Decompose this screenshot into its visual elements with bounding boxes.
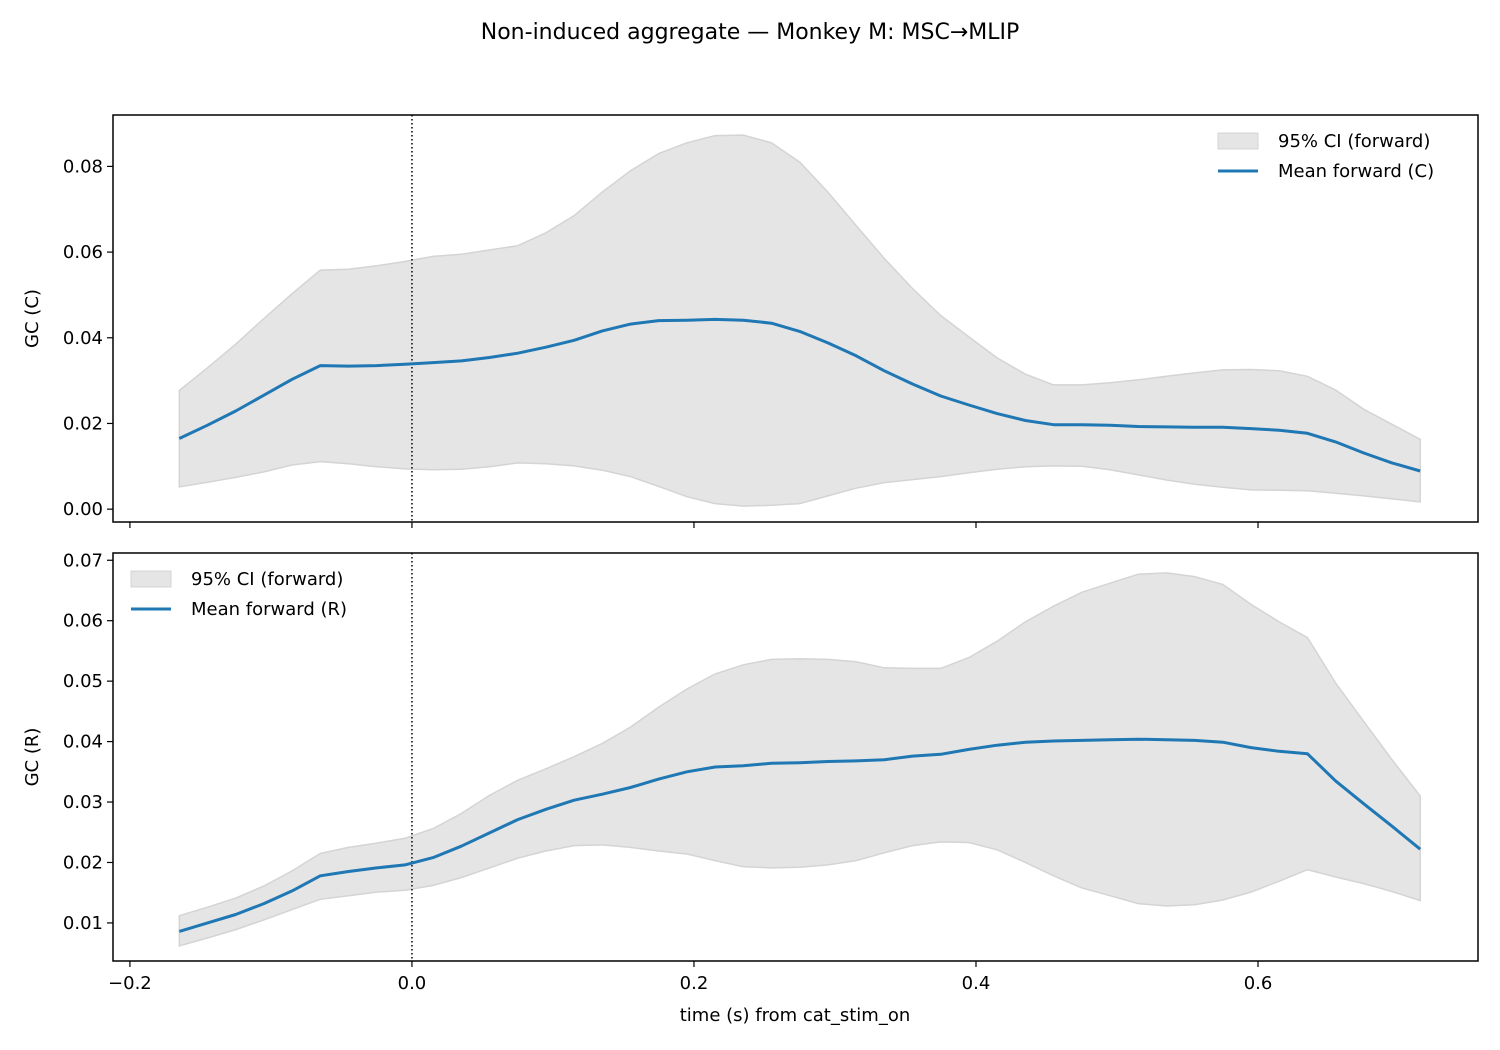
legend-label: Mean forward (C) <box>1278 161 1434 182</box>
y-tick-label: 0.06 <box>63 242 103 263</box>
legend-swatch-band <box>130 570 172 588</box>
y-tick-label: 0.08 <box>63 156 103 177</box>
chart-title: Non-induced aggregate — Monkey M: MSC→ML… <box>481 20 1019 45</box>
y-tick-label: 0.04 <box>63 328 103 349</box>
legend: 95% CI (forward) Mean forward (R) <box>130 569 347 620</box>
legend: 95% CI (forward) Mean forward (C) <box>1217 131 1434 182</box>
ci-band <box>178 134 1421 507</box>
legend-swatch-band <box>1217 132 1259 150</box>
x-tick-label: 0.0 <box>398 973 427 994</box>
plot-frame <box>112 552 1479 962</box>
x-axis-label: time (s) from cat_stim_on <box>680 1005 911 1026</box>
x-tick-label: 0.4 <box>962 973 991 994</box>
y-tick-label: 0.03 <box>63 792 103 813</box>
panel-top: 0.00 0.02 0.04 0.06 0.08 GC (C) 95% CI (forwar… <box>22 114 1479 528</box>
y-tick-label: 0.07 <box>63 550 103 571</box>
y-axis-label: GC (C) <box>22 289 43 348</box>
y-tick-label: 0.04 <box>63 732 103 753</box>
series-line <box>178 737 1422 933</box>
x-tick-label: 0.2 <box>680 973 709 994</box>
y-tick-label: 0.00 <box>63 499 103 520</box>
y-tick-label: 0.06 <box>63 611 103 632</box>
ci-band <box>178 572 1421 947</box>
legend-label: 95% CI (forward) <box>191 569 343 590</box>
panel-bottom: 0.01 0.02 0.03 0.04 0.05 0.06 0.07 −0.2 0.0 0.2 0.… <box>22 550 1479 994</box>
y-tick-label: 0.05 <box>63 671 103 692</box>
plot-frame <box>112 114 1479 523</box>
y-tick-label: 0.01 <box>63 913 103 934</box>
y-tick-label: 0.02 <box>63 413 103 434</box>
y-tick-label: 0.02 <box>63 852 103 873</box>
y-axis-label: GC (R) <box>22 728 43 787</box>
x-tick-label: 0.6 <box>1244 973 1273 994</box>
legend-label: 95% CI (forward) <box>1278 131 1430 152</box>
series-line <box>178 317 1421 473</box>
x-tick-label: −0.2 <box>108 973 152 994</box>
legend-label: Mean forward (R) <box>191 599 347 620</box>
